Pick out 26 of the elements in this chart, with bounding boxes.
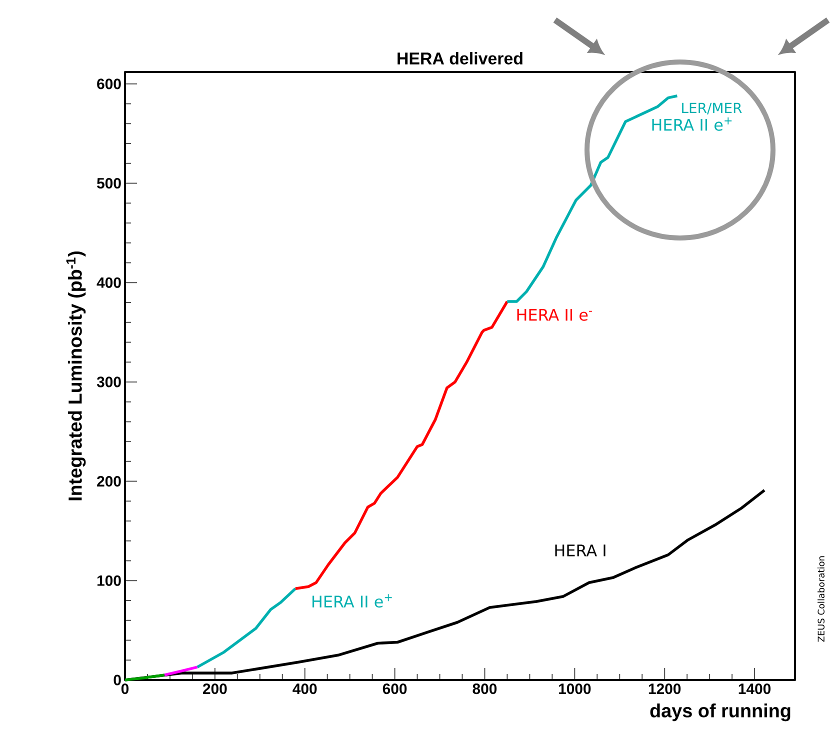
- line-series: [196, 587, 297, 668]
- series-label: HERA II e$^{+}$: [312, 594, 392, 608]
- y-tick-label: 600: [97, 78, 121, 90]
- series-label: HERA II e$^{-}$: [517, 309, 592, 321]
- x-tick-label: 1400: [738, 684, 771, 694]
- y-tick-label: 400: [96, 277, 121, 288]
- x-tick-label: 400: [292, 684, 317, 694]
- x-tick-label: 800: [472, 684, 497, 694]
- x-tick-label: 1000: [558, 684, 591, 694]
- chart-title: HERA delivered: [398, 52, 522, 64]
- line-series: [294, 300, 509, 590]
- x-tick-label: 0: [121, 684, 129, 694]
- y-tick-label: 0: [114, 674, 121, 686]
- x-tick-label: 1200: [648, 684, 681, 694]
- x-tick-label: 600: [382, 684, 407, 694]
- y-tick-label: 300: [96, 376, 121, 388]
- y-tick-label: 500: [97, 178, 121, 189]
- series-label: HERA I: [555, 544, 606, 556]
- y-tick-label: 100: [97, 575, 121, 586]
- text: ZEUS Collaboration: [818, 556, 824, 642]
- x-tick-label: 200: [202, 684, 227, 694]
- y-axis-title: Integrated Luminosity (pb$^{-1}$): [66, 251, 86, 500]
- y-tick-label: 200: [97, 476, 121, 487]
- x-axis-title: days of running: [650, 704, 790, 722]
- series-label: HERA II e$^{+}$: [652, 117, 732, 131]
- annotation: LER/MER: [682, 102, 742, 114]
